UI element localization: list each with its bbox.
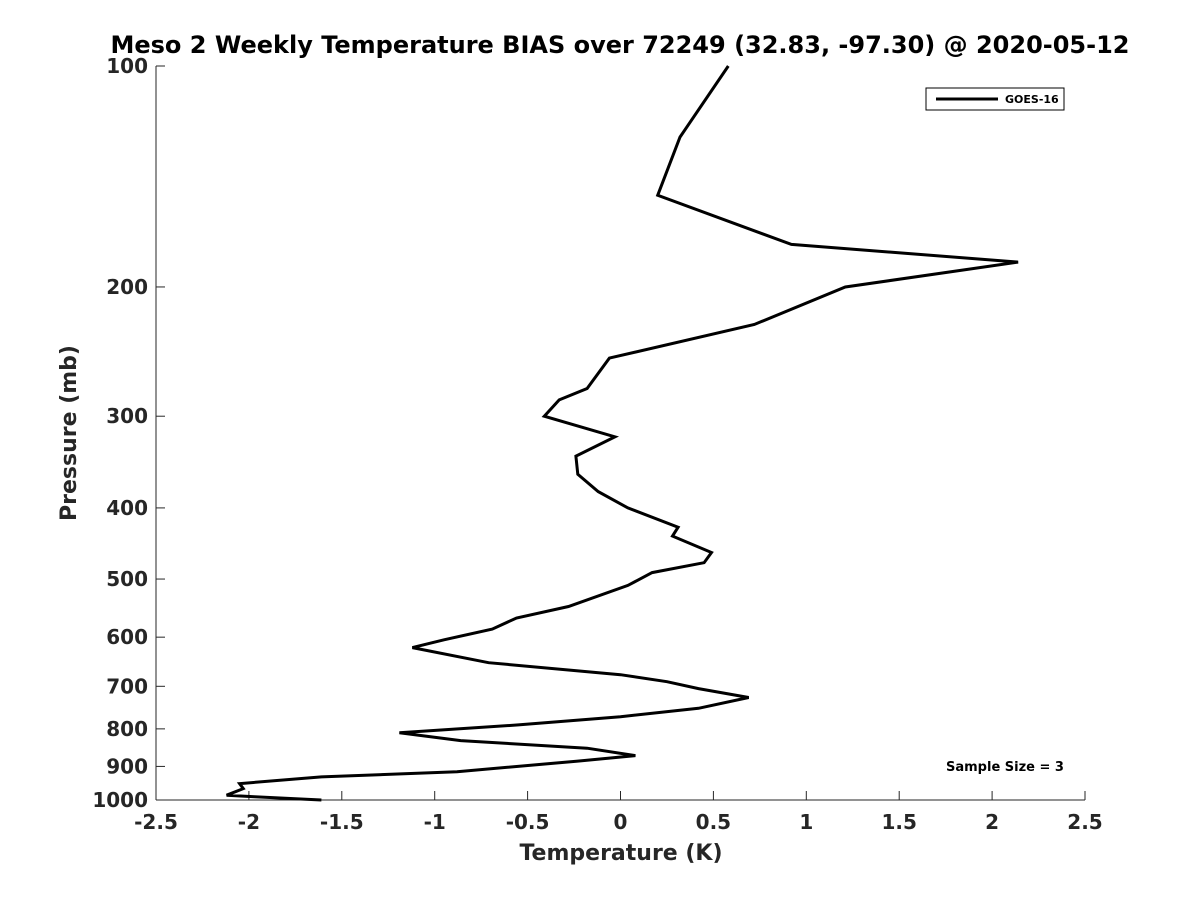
x-tick-label: -1.5 (320, 810, 364, 834)
x-tick-label: -2 (238, 810, 260, 834)
x-tick-label: 0.5 (696, 810, 731, 834)
legend: GOES-16 (925, 87, 1065, 111)
x-tick-label: 2 (985, 810, 999, 834)
axis-ticks: -2.5 -2 -1.5 -1 -0.5 0 0.5 1 1.5 2 2.5 100 200 300 400… (92, 54, 1102, 834)
y-tick-label: 400 (106, 496, 148, 520)
sample-size-annotation: Sample Size = 3 (946, 760, 1064, 775)
y-tick-label: 300 (106, 404, 148, 428)
plot-frame (155, 66, 1085, 801)
series-layer (226, 65, 1019, 802)
y-tick-label: 200 (106, 275, 148, 299)
x-tick-label: -1 (424, 810, 446, 834)
y-tick-label: 900 (106, 754, 148, 778)
y-tick-label: 500 (106, 567, 148, 591)
x-tick-label: 1.5 (881, 810, 916, 834)
y-axis-label: Pressure (mb) (57, 345, 82, 521)
x-tick-label: -0.5 (506, 810, 550, 834)
x-tick-label: 1 (799, 810, 813, 834)
y-tick-label: 600 (106, 625, 148, 649)
chart-title: Meso 2 Weekly Temperature BIAS over 7224… (110, 31, 1129, 59)
y-tick-label: 700 (106, 674, 148, 698)
legend-label: GOES-16 (1005, 93, 1059, 106)
x-tick-label: -2.5 (134, 810, 178, 834)
x-axis-label: Temperature (K) (519, 841, 722, 866)
y-tick-label: 1000 (92, 788, 148, 812)
series-line-goes-16 (226, 65, 1019, 802)
y-tick-label: 100 (106, 54, 148, 78)
y-tick-label: 800 (106, 717, 148, 741)
x-tick-label: 0 (614, 810, 628, 834)
x-tick-label: 2.5 (1067, 810, 1102, 834)
